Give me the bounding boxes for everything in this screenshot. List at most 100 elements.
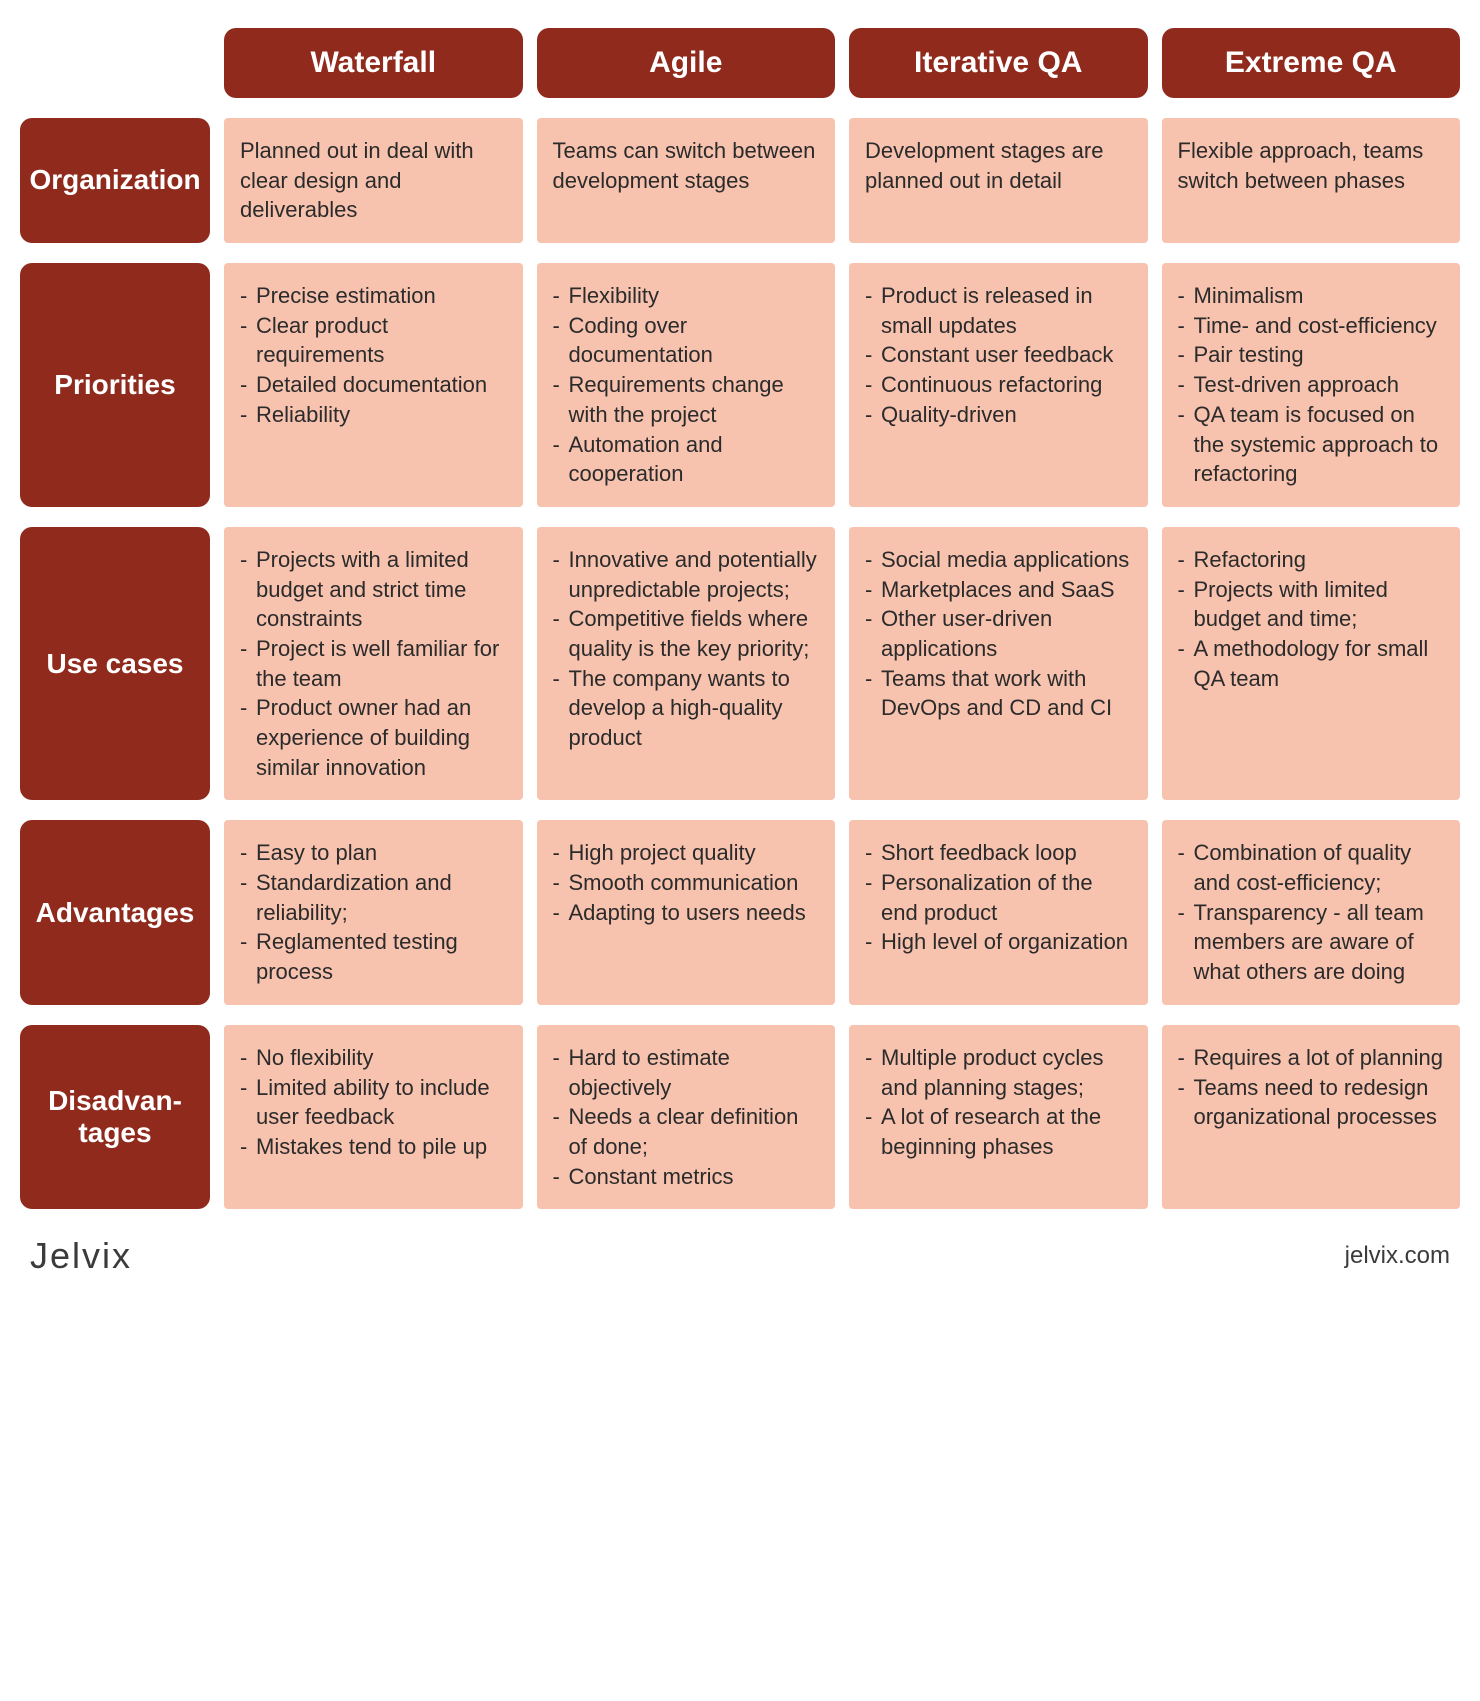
- cell-list-item: Projects with a limited budget and stric…: [240, 545, 507, 634]
- table-cell: MinimalismTime- and cost-efficiencyPair …: [1162, 263, 1461, 507]
- cell-list: Product is released in small updatesCons…: [865, 281, 1132, 429]
- table-cell: Hard to estimate objectivelyNeeds a clea…: [537, 1025, 836, 1209]
- cell-list-item: High project quality: [553, 838, 820, 868]
- cell-list-item: A methodology for small QA team: [1178, 634, 1445, 693]
- table-cell: Product is released in small updatesCons…: [849, 263, 1148, 507]
- cell-list-item: Coding over documentation: [553, 311, 820, 370]
- table-cell: FlexibilityCoding over documentationRequ…: [537, 263, 836, 507]
- table-cell: Planned out in deal with clear design an…: [224, 118, 523, 243]
- table-cell: Multiple product cycles and planning sta…: [849, 1025, 1148, 1209]
- brand-logo-text: Jelvix: [30, 1235, 132, 1277]
- table-cell: RefactoringProjects with limited budget …: [1162, 527, 1461, 801]
- cell-list-item: Quality-driven: [865, 400, 1132, 430]
- brand-url: jelvix.com: [1345, 1242, 1450, 1270]
- column-header: Agile: [537, 28, 836, 98]
- cell-list-item: Clear product requirements: [240, 311, 507, 370]
- cell-list: Innovative and potentially unpredictable…: [553, 545, 820, 753]
- cell-list-item: Project is well familiar for the team: [240, 634, 507, 693]
- cell-list-item: Product is released in small updates: [865, 281, 1132, 340]
- footer: Jelvix jelvix.com: [20, 1209, 1460, 1281]
- cell-list: No flexibilityLimited ability to include…: [240, 1043, 507, 1162]
- cell-list-item: Limited ability to include user feedback: [240, 1073, 507, 1132]
- cell-list: Short feedback loopPersonalization of th…: [865, 838, 1132, 957]
- cell-list-item: High level of organization: [865, 927, 1132, 957]
- table-cell: Short feedback loopPersonalization of th…: [849, 820, 1148, 1004]
- cell-list-item: Personalization of the end product: [865, 868, 1132, 927]
- cell-list: Hard to estimate objectivelyNeeds a clea…: [553, 1043, 820, 1191]
- cell-text: Flexible approach, teams switch between …: [1178, 136, 1445, 195]
- table-cell: Precise estimationClear product requirem…: [224, 263, 523, 507]
- cell-list-item: Teams that work with DevOps and CD and C…: [865, 664, 1132, 723]
- column-header: Extreme QA: [1162, 28, 1461, 98]
- table-cell: Social media applicationsMarketplaces an…: [849, 527, 1148, 801]
- cell-list: Requires a lot of planningTeams need to …: [1178, 1043, 1445, 1132]
- table-cell: Flexible approach, teams switch between …: [1162, 118, 1461, 243]
- cell-list-item: A lot of research at the beginning phase…: [865, 1102, 1132, 1161]
- cell-list-item: Minimalism: [1178, 281, 1445, 311]
- cell-list-item: Standardization and reliability;: [240, 868, 507, 927]
- cell-list-item: Smooth communication: [553, 868, 820, 898]
- cell-list-item: No flexibility: [240, 1043, 507, 1073]
- comparison-grid: WaterfallAgileIterative QAExtreme QA Orga…: [20, 28, 1460, 1209]
- table-cell: Projects with a limited budget and stric…: [224, 527, 523, 801]
- cell-list-item: The company wants to develop a high-qual…: [553, 664, 820, 753]
- cell-list: FlexibilityCoding over documentationRequ…: [553, 281, 820, 489]
- cell-list-item: Short feedback loop: [865, 838, 1132, 868]
- grid-corner-spacer: [20, 28, 210, 98]
- cell-list-item: Easy to plan: [240, 838, 507, 868]
- cell-list: MinimalismTime- and cost-efficiencyPair …: [1178, 281, 1445, 489]
- row-header: Advantages: [20, 820, 210, 1004]
- cell-list-item: Projects with limited budget and time;: [1178, 575, 1445, 634]
- cell-list: High project qualitySmooth communication…: [553, 838, 820, 927]
- cell-list-item: Refactoring: [1178, 545, 1445, 575]
- cell-list-item: Mistakes tend to pile up: [240, 1132, 507, 1162]
- table-cell: Combination of quality and cost-efficien…: [1162, 820, 1461, 1004]
- cell-list-item: Teams need to redesign organizational pr…: [1178, 1073, 1445, 1132]
- cell-list: Precise estimationClear product requirem…: [240, 281, 507, 429]
- cell-list: Projects with a limited budget and stric…: [240, 545, 507, 783]
- cell-list-item: Reliability: [240, 400, 507, 430]
- table-cell: Development stages are planned out in de…: [849, 118, 1148, 243]
- cell-list-item: Social media applications: [865, 545, 1132, 575]
- column-header: Iterative QA: [849, 28, 1148, 98]
- cell-list-item: Time- and cost-efficiency: [1178, 311, 1445, 341]
- cell-list-item: Product owner had an experience of build…: [240, 693, 507, 782]
- cell-list-item: Test-driven approach: [1178, 370, 1445, 400]
- cell-list: RefactoringProjects with limited budget …: [1178, 545, 1445, 693]
- cell-list-item: Flexibility: [553, 281, 820, 311]
- cell-list-item: Hard to estimate objectively: [553, 1043, 820, 1102]
- cell-list: Combination of quality and cost-efficien…: [1178, 838, 1445, 986]
- cell-text: Planned out in deal with clear design an…: [240, 136, 507, 225]
- cell-list-item: Needs a clear definition of done;: [553, 1102, 820, 1161]
- cell-list-item: Combination of quality and cost-efficien…: [1178, 838, 1445, 897]
- cell-list-item: Automation and cooperation: [553, 430, 820, 489]
- cell-text: Teams can switch between development sta…: [553, 136, 820, 195]
- table-cell: Teams can switch between development sta…: [537, 118, 836, 243]
- cell-list-item: Continuous refactoring: [865, 370, 1132, 400]
- cell-list-item: Requires a lot of planning: [1178, 1043, 1445, 1073]
- row-header: Organization: [20, 118, 210, 243]
- cell-list-item: QA team is focused on the systemic appro…: [1178, 400, 1445, 489]
- table-cell: No flexibilityLimited ability to include…: [224, 1025, 523, 1209]
- cell-list-item: Competitive fields where quality is the …: [553, 604, 820, 663]
- cell-list: Multiple product cycles and planning sta…: [865, 1043, 1132, 1162]
- table-cell: Easy to planStandardization and reliabil…: [224, 820, 523, 1004]
- row-header: Use cases: [20, 527, 210, 801]
- table-cell: Innovative and potentially unpredictable…: [537, 527, 836, 801]
- cell-list-item: Multiple product cycles and planning sta…: [865, 1043, 1132, 1102]
- cell-list-item: Requirements change with the project: [553, 370, 820, 429]
- cell-list-item: Constant user feedback: [865, 340, 1132, 370]
- cell-list-item: Marketplaces and SaaS: [865, 575, 1132, 605]
- row-header: Priorities: [20, 263, 210, 507]
- table-cell: Requires a lot of planningTeams need to …: [1162, 1025, 1461, 1209]
- table-cell: High project qualitySmooth communication…: [537, 820, 836, 1004]
- cell-list-item: Constant metrics: [553, 1162, 820, 1192]
- cell-list-item: Detailed documentation: [240, 370, 507, 400]
- cell-list-item: Adapting to users needs: [553, 898, 820, 928]
- cell-list-item: Precise estimation: [240, 281, 507, 311]
- cell-list-item: Other user-driven applications: [865, 604, 1132, 663]
- comparison-table-page: WaterfallAgileIterative QAExtreme QA Orga…: [0, 0, 1480, 1301]
- row-header: Disadvan- tages: [20, 1025, 210, 1209]
- cell-list-item: Innovative and potentially unpredictable…: [553, 545, 820, 604]
- column-header: Waterfall: [224, 28, 523, 98]
